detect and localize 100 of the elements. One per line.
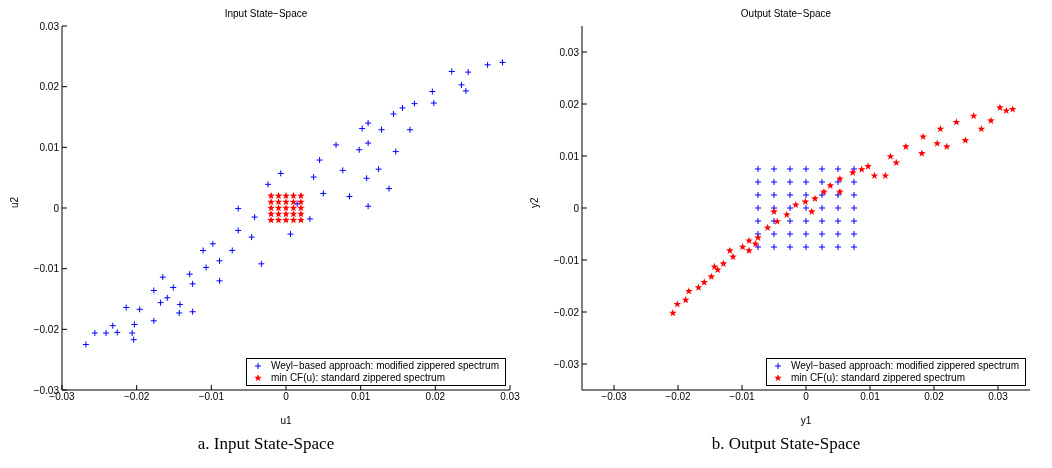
point [834,204,842,212]
point [754,191,762,199]
point [745,236,753,244]
x-tick-label: 0.03 [500,391,521,403]
point [754,178,762,186]
x-tick-label: −0.03 [49,391,76,403]
point [987,116,995,124]
x-tick-label: 0.01 [860,391,881,403]
point [754,165,762,173]
point [786,243,794,251]
point [850,243,858,251]
point [267,191,275,200]
point [297,197,305,206]
point [961,136,970,144]
point [297,216,305,224]
point [818,217,826,225]
point [850,217,858,225]
y-axis-title: y2 [528,197,540,208]
point [282,204,290,212]
x-tick-label: 0 [283,391,290,403]
legend-label: Weyl−based approach: modified zippered spectrum [791,360,1019,372]
x-tick-label: 0.03 [988,391,1009,403]
point [802,165,810,173]
text: b. Output State-Space [710,434,862,454]
point [850,191,858,199]
point [685,287,693,295]
x-axis-title: y1 [800,415,812,426]
point [267,204,275,212]
point [770,178,778,186]
point [770,243,778,251]
y-axis-title: u2 [8,196,20,208]
point [1002,106,1011,114]
x-axis-title: u1 [280,415,292,426]
y-tick-label: −0.02 [553,306,580,318]
point [700,278,709,286]
point [786,178,794,186]
point [886,152,895,160]
point [763,223,772,231]
point [834,243,842,251]
point [818,230,826,238]
text: a. Input State-Space [196,434,336,454]
point [818,191,826,199]
point [834,178,842,186]
point [850,204,858,212]
point [818,204,826,212]
point [933,139,941,147]
point [754,243,762,251]
y-tick-label: −0.03 [553,358,580,370]
y-tick-label: 0.01 [559,150,580,162]
point [783,210,791,218]
point [826,181,835,189]
point [770,165,778,173]
point [786,217,794,225]
x-tick-label: −0.02 [124,391,150,403]
point [802,243,810,251]
point [818,165,826,173]
point [745,246,753,254]
point [834,165,842,173]
x-tick-label: 0.01 [350,391,371,403]
point [729,252,737,261]
point [267,197,275,206]
point [834,191,842,199]
point [802,178,810,186]
point [267,210,275,218]
point [864,162,872,170]
point [811,194,819,202]
point [707,272,716,280]
point [282,216,290,224]
point [297,204,305,212]
y-tick-label: 0.03 [39,20,60,32]
point [710,262,719,270]
point [943,142,951,150]
y-tick-label: 0.03 [559,46,580,58]
point [694,283,703,291]
chart-title: Output State−Space [739,8,833,21]
y-tick-label: −0.02 [33,323,60,335]
y-tick-label: 0 [53,202,60,214]
point [726,246,734,254]
x-tick-label: −0.02 [665,391,692,403]
point [818,178,826,186]
point [282,197,290,206]
point [996,103,1004,111]
point [918,149,926,157]
point [297,210,305,218]
x-tick-label: 0.02 [924,391,945,403]
point [802,204,810,212]
point [770,191,778,199]
x-tick-label: −0.01 [729,391,756,403]
point [801,197,810,205]
point [754,217,762,225]
point [850,230,858,238]
point [786,204,794,212]
point [850,178,858,186]
legend-label: min CF(u): standard zippered spectrum [271,372,445,384]
point [857,165,866,173]
legend-label: Weyl−based approach: modified zippered spectrum [271,360,499,372]
point [802,217,810,225]
point [267,216,275,224]
point [802,191,810,199]
point [754,204,762,212]
